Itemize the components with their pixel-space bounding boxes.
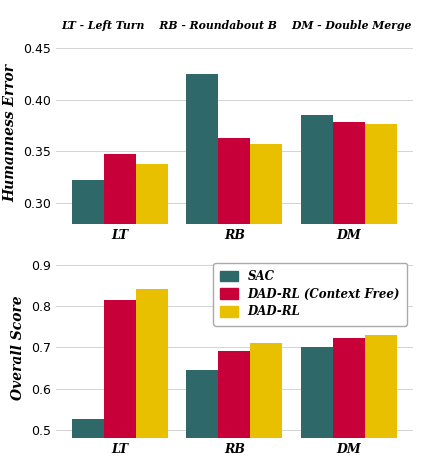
Legend: SAC, DAD-RL (Context Free), DAD-RL: SAC, DAD-RL (Context Free), DAD-RL [213,263,407,326]
Bar [72,418,104,476]
Bar [136,288,168,476]
Y-axis label: Overall Score: Overall Score [12,295,25,400]
Bar [301,347,332,476]
Bar [332,338,365,476]
Bar [186,370,218,476]
Bar [72,180,104,476]
Bar [332,122,365,476]
Bar [104,300,136,476]
Bar [365,335,396,476]
Bar [218,138,250,476]
Bar [250,144,283,476]
Y-axis label: Humanness Error: Humanness Error [3,64,18,202]
Bar [136,164,168,476]
Bar [218,351,250,476]
Bar [104,155,136,476]
Bar [365,125,396,476]
Text: LT - Left Turn    RB - Roundabout B    DM - Double Merge: LT - Left Turn RB - Roundabout B DM - Do… [61,20,412,31]
Bar [301,115,332,476]
Bar [186,74,218,476]
Bar [250,343,283,476]
